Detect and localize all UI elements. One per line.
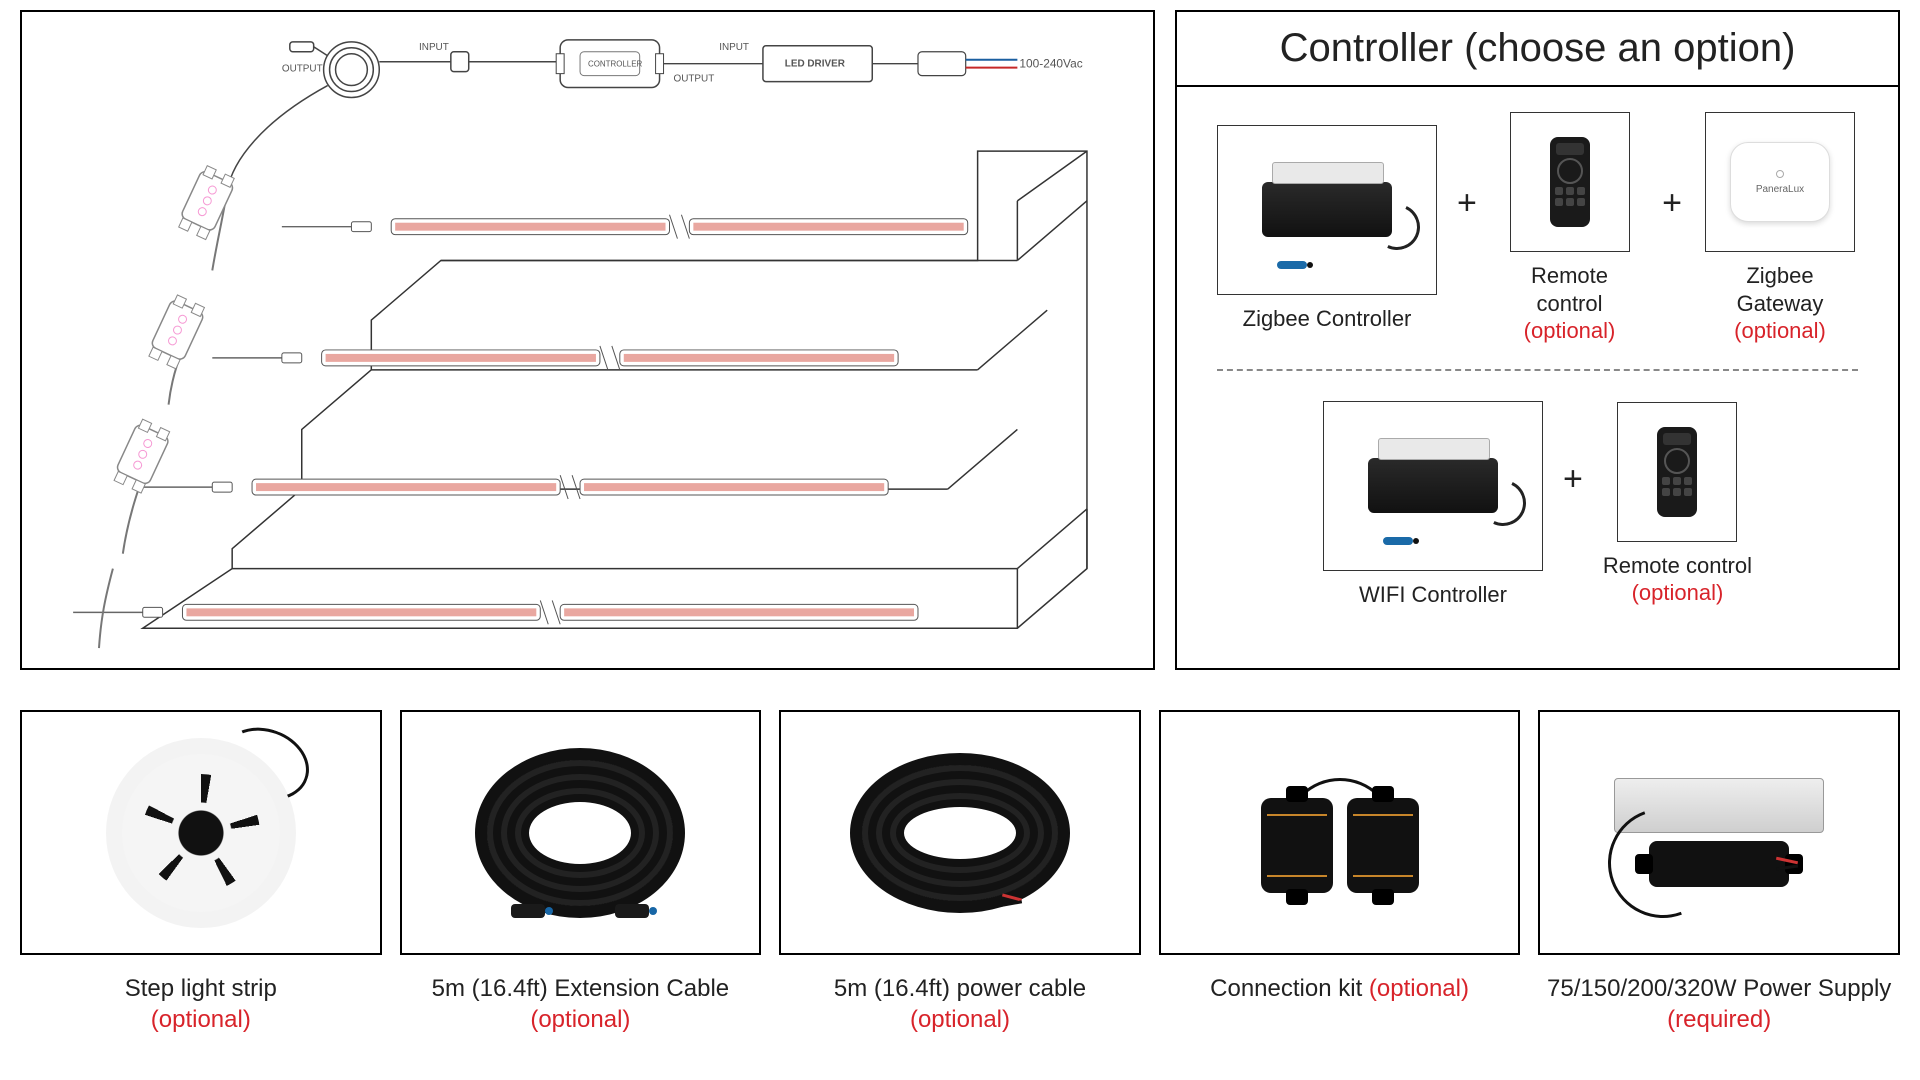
- label-output: OUTPUT: [282, 64, 323, 75]
- option-label: WIFI Controller: [1359, 581, 1507, 609]
- product-label: 5m (16.4ft) Extension Cable(optional): [432, 973, 729, 1035]
- product-label: 5m (16.4ft) power cable(optional): [834, 973, 1086, 1035]
- product-image-box: [1538, 710, 1900, 955]
- label-voltage: 100-240Vac: [1019, 57, 1082, 71]
- option-image-box: [1510, 112, 1630, 252]
- product-card: Step light strip(optional): [20, 710, 382, 1035]
- option-label: Zigbee Controller: [1243, 305, 1412, 333]
- controller-option-row-wifi: WIFI Controller + Remote control(optional): [1217, 401, 1858, 609]
- plus-icon: +: [1457, 184, 1477, 273]
- label-output2: OUTPUT: [673, 74, 714, 85]
- option-item: PaneraLux Zigbee Gateway(optional): [1702, 112, 1858, 345]
- plus-icon: +: [1662, 184, 1682, 273]
- option-item: Remote control(optional): [1497, 112, 1642, 345]
- option-image-box: [1617, 402, 1737, 542]
- option-image-box: PaneraLux: [1705, 112, 1855, 252]
- label-driver: LED DRIVER: [785, 59, 845, 70]
- product-image-box: [1159, 710, 1521, 955]
- wiring-diagram-panel: INPUT OUTPUT CONTROLLER OUTPUT INPUT LED…: [20, 10, 1155, 670]
- product-card: Connection kit (optional): [1159, 710, 1521, 1035]
- product-image-box: [779, 710, 1141, 955]
- wiring-diagram-svg: INPUT OUTPUT CONTROLLER OUTPUT INPUT LED…: [22, 12, 1153, 668]
- product-image-box: [20, 710, 382, 955]
- option-item: Zigbee Controller: [1217, 125, 1437, 333]
- products-row: Step light strip(optional) 5m (16.4ft) Ex…: [20, 710, 1900, 1035]
- option-label: Remote control(optional): [1603, 552, 1752, 607]
- product-label: Connection kit (optional): [1210, 973, 1469, 1004]
- product-card: 5m (16.4ft) power cable(optional): [779, 710, 1141, 1035]
- option-item: Remote control(optional): [1603, 402, 1752, 607]
- option-label: Zigbee Gateway(optional): [1702, 262, 1858, 345]
- option-item: WIFI Controller: [1323, 401, 1543, 609]
- controller-option-row-zigbee: Zigbee Controller +Remote control(optiona…: [1217, 112, 1858, 345]
- label-controller: CONTROLLER: [588, 60, 643, 69]
- controller-panel-title: Controller (choose an option): [1177, 12, 1898, 87]
- option-image-box: [1323, 401, 1543, 571]
- label-input2: INPUT: [719, 42, 749, 53]
- product-card: 5m (16.4ft) Extension Cable(optional): [400, 710, 762, 1035]
- option-image-box: [1217, 125, 1437, 295]
- label-input: INPUT: [419, 42, 449, 53]
- controller-options-panel: Controller (choose an option) Zigbee Con…: [1175, 10, 1900, 670]
- option-label: Remote control(optional): [1497, 262, 1642, 345]
- product-label: 75/150/200/320W Power Supply(required): [1547, 973, 1891, 1035]
- option-divider: [1217, 369, 1858, 371]
- plus-icon: +: [1563, 460, 1583, 549]
- product-image-box: [400, 710, 762, 955]
- product-label: Step light strip(optional): [125, 973, 277, 1035]
- product-card: 75/150/200/320W Power Supply(required): [1538, 710, 1900, 1035]
